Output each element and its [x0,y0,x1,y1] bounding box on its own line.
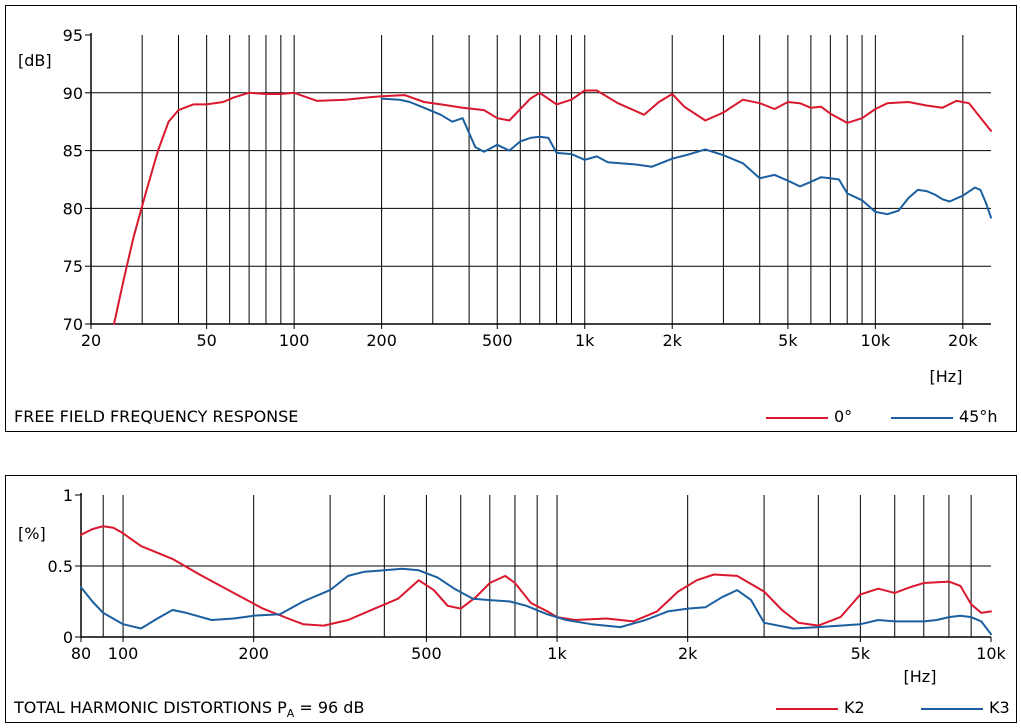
legend-label-0°: 0° [834,407,852,426]
y-tick-label: 80 [63,199,83,218]
frequency-response-chart: 70 75 80 85 90 95 20 50 100 200 500 1k 2k 5k 10k 20k [dB… [14,26,998,426]
y-tick-label: 0.5 [48,557,73,576]
series-line-0° [113,89,992,325]
x-tick-label: 2k [662,331,682,350]
legend-label-K2: K2 [844,698,865,717]
series-line-45°h [380,97,992,219]
x-tick-label: 500 [482,331,513,350]
x-tick-label: 500 [411,644,442,663]
frequency-response-panel: 70 75 80 85 90 95 20 50 100 200 500 1k 2k 5k 10k 20k [dB… [5,5,1017,432]
x-axis-label: [Hz] [904,667,937,686]
harmonic-distortion-chart: 0 0.5 1 80 100 200 500 1k 2k 5k 10k [%] [Hz] TOTAL HA… [13,486,1010,720]
y-tick-label: 95 [63,26,83,45]
chart-title-subscript: A [287,707,295,720]
x-tick-label: 5k [851,644,871,663]
x-tick-label: 50 [196,331,216,350]
y-tick-label: 1 [63,486,73,505]
x-tick-label: 200 [238,644,269,663]
x-tick-label: 100 [108,644,139,663]
x-tick-label: 20k [948,331,978,350]
chart-title: FREE FIELD FREQUENCY RESPONSE [14,407,298,426]
chart-title-text: TOTAL HARMONIC DISTORTIONS P [13,698,287,717]
chart-title: TOTAL HARMONIC DISTORTIONS PA = 96 dB [13,698,364,720]
x-axis-label: [Hz] [930,367,963,386]
y-tick-label: 75 [63,257,83,276]
y-axis-label: [%] [18,524,46,543]
x-tick-label: 2k [678,644,698,663]
x-tick-label: 20 [81,331,101,350]
chart-title-text: FREE FIELD FREQUENCY RESPONSE [14,407,298,426]
x-tick-label: 10k [976,644,1006,663]
x-tick-label: 100 [279,331,310,350]
series-line-K3 [80,567,992,636]
x-tick-label: 1k [547,644,567,663]
x-tick-label: 80 [71,644,91,663]
series-line-K2 [80,525,992,627]
harmonic-distortion-panel: 0 0.5 1 80 100 200 500 1k 2k 5k 10k [%] [Hz] TOTAL HA… [5,475,1017,723]
y-tick-label: 70 [63,315,83,334]
chart-title-suffix: = 96 dB [294,698,364,717]
x-tick-label: 10k [861,331,891,350]
x-tick-label: 1k [575,331,595,350]
y-tick-label: 85 [63,142,83,161]
legend-label-45°h: 45°h [959,407,998,426]
y-tick-label: 90 [63,84,83,103]
y-axis-label: [dB] [18,51,52,70]
legend-label-K3: K3 [989,698,1010,717]
x-tick-label: 200 [366,331,397,350]
y-tick-label: 0 [63,628,73,647]
x-tick-label: 5k [778,331,798,350]
